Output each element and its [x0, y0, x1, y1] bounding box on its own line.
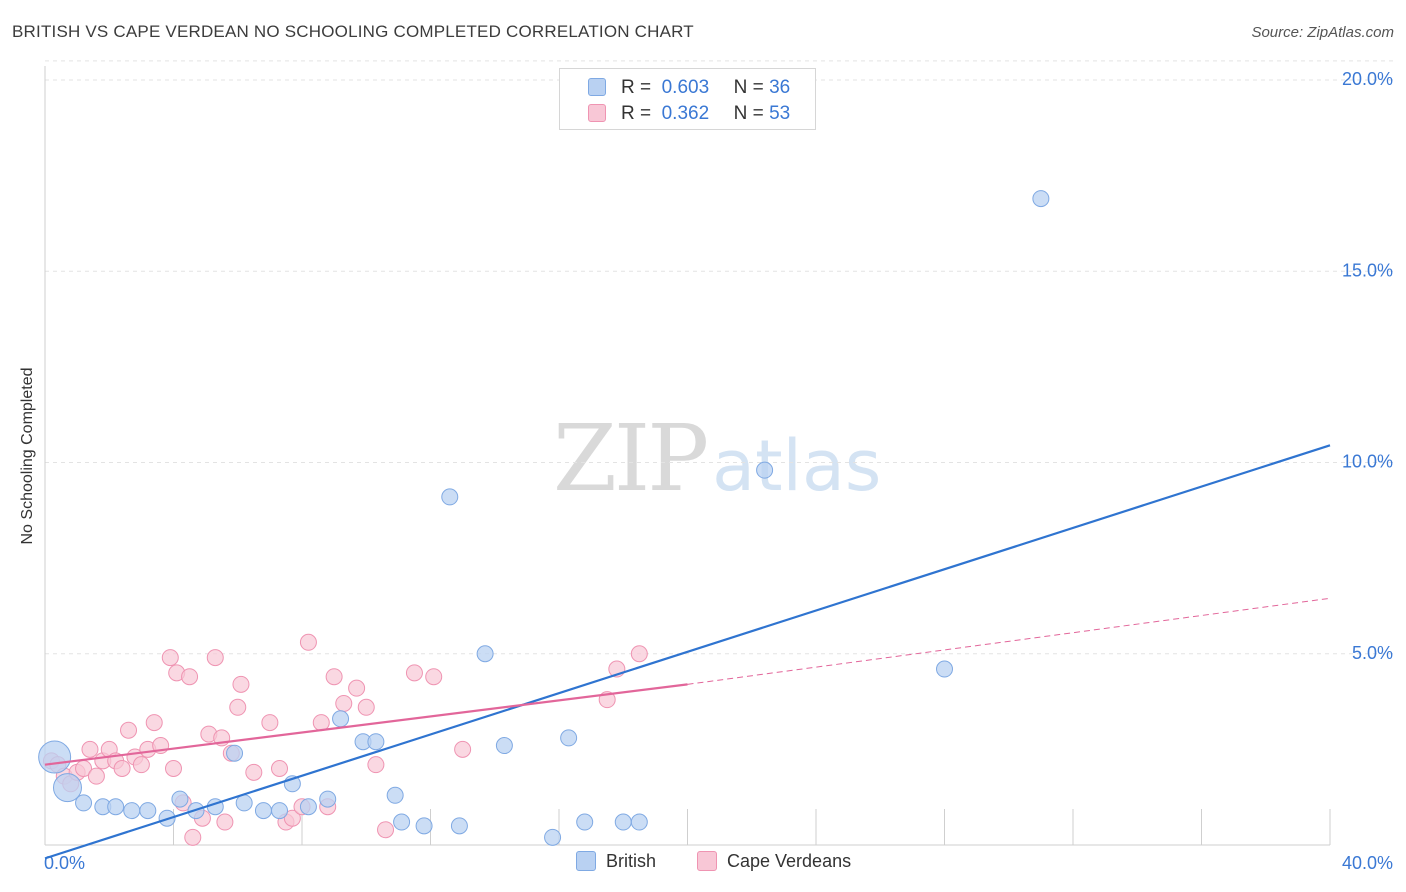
british-point [139, 802, 157, 820]
cape-n-value: 53 [769, 103, 791, 124]
correlation-legend: R = 0.603 N = 36 R = 0.362 N = 53 [559, 68, 816, 130]
british-n-label: N = [733, 77, 764, 98]
british-point [367, 733, 385, 751]
cape-verdean-point [335, 694, 353, 712]
british-trendline [44, 444, 1331, 860]
cape-verdean-point [87, 767, 105, 785]
cape-n-label: N = [733, 103, 764, 124]
legend-item-british: British [576, 851, 656, 872]
british-point [495, 737, 513, 755]
cape-verdean-point [165, 760, 182, 777]
x-tick-label-min: 0.0% [44, 853, 85, 873]
british-point [936, 660, 953, 678]
y-tick-label: 10.0% [1342, 452, 1393, 472]
cape-verdean-point [348, 679, 366, 697]
british-point [441, 488, 459, 506]
british-point [332, 710, 350, 728]
cape-verdean-point [232, 675, 250, 693]
british-r-value: 0.603 [661, 77, 710, 98]
cape-verdean-point [425, 668, 443, 686]
cape-verdean-trendline [44, 683, 688, 766]
cape-verdean-point [161, 649, 179, 667]
british-point [123, 802, 141, 820]
source-credit: Source: ZipAtlas.com [1251, 24, 1394, 41]
british-point [226, 744, 244, 762]
cape-verdean-trendline-extension [687, 597, 1331, 685]
british-point [576, 813, 594, 831]
british-point [52, 773, 82, 803]
british-point [235, 794, 253, 812]
cape-verdean-point [283, 809, 301, 827]
british-point [1032, 190, 1050, 208]
cape-verdean-point [245, 763, 263, 781]
cape-verdean-point [216, 813, 234, 831]
cape-verdean-point [81, 740, 99, 758]
legend-cape-swatch [697, 851, 717, 871]
cape-verdean-point [229, 698, 247, 716]
british-point [450, 817, 468, 835]
cape-r-value: 0.362 [661, 103, 710, 124]
cape-verdean-point [113, 760, 131, 777]
cape-verdean-point [184, 828, 202, 846]
cape-verdean-point [312, 714, 330, 732]
cape-swatch [588, 104, 606, 122]
british-point [560, 729, 578, 747]
cape-verdean-point [145, 714, 163, 732]
y-tick-label: 20.0% [1342, 69, 1393, 89]
british-point [415, 817, 433, 835]
british-swatch [588, 78, 606, 96]
british-point [38, 740, 72, 774]
cape-verdean-point [132, 756, 150, 774]
british-n-value: 36 [769, 77, 791, 98]
cape-verdean-point [405, 664, 423, 682]
x-tick-label-max: 40.0% [1342, 853, 1393, 873]
cape-verdean-point [454, 740, 472, 758]
british-point [756, 461, 774, 479]
legend-british-label: British [606, 851, 657, 871]
cape-verdean-point [206, 649, 224, 667]
chart-title: BRITISH VS CAPE VERDEAN NO SCHOOLING COM… [12, 22, 694, 41]
british-point [271, 802, 289, 820]
legend-item-cape: Cape Verdeans [697, 851, 851, 872]
cape-verdean-point [261, 714, 279, 732]
british-point [386, 786, 404, 804]
cape-verdean-point [299, 633, 317, 651]
cape-verdean-point [377, 821, 395, 839]
cape-verdean-point [357, 698, 375, 716]
cape-verdean-point [630, 645, 648, 663]
legend-british-swatch [576, 851, 596, 871]
y-tick-label: 5.0% [1352, 643, 1393, 663]
cape-verdean-point [271, 760, 289, 777]
y-tick-label: 15.0% [1342, 260, 1393, 280]
cape-verdean-point [120, 721, 138, 739]
cape-verdean-point [325, 668, 343, 686]
british-point [299, 798, 317, 816]
british-point [319, 790, 337, 808]
cape-verdean-point [181, 668, 199, 686]
british-point [476, 645, 494, 663]
british-point [393, 813, 411, 831]
cape-verdean-point [367, 756, 385, 774]
british-point [254, 802, 272, 820]
british-point [630, 813, 648, 831]
british-r-label: R = [621, 77, 652, 98]
british-point [75, 794, 93, 812]
british-point [544, 828, 562, 846]
legend-cape-label: Cape Verdeans [727, 851, 852, 871]
british-point [171, 790, 189, 808]
british-point [614, 813, 632, 831]
cape-r-label: R = [621, 103, 652, 124]
series-legend: British Cape Verdeans [0, 851, 1406, 877]
british-point [107, 798, 125, 816]
